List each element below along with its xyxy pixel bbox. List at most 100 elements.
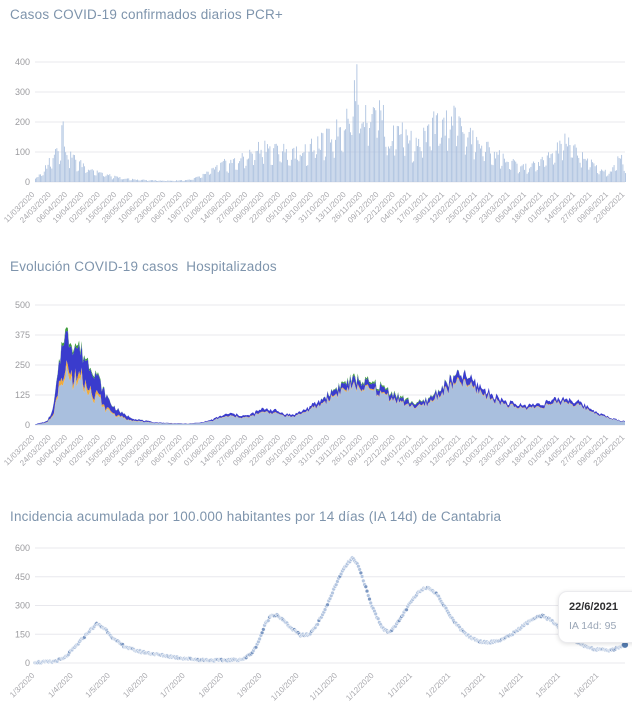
daily-case-bar xyxy=(87,169,89,182)
daily-case-bar xyxy=(134,179,136,182)
daily-case-bar xyxy=(376,137,378,182)
cumulative-incidence-chart[interactable]: 600 450 300 150 0 1/3/2020 1/4/2020 1/5/2020 1/6… xyxy=(0,530,632,720)
daily-case-bar xyxy=(622,164,624,182)
daily-case-bar xyxy=(424,130,426,182)
daily-case-bar xyxy=(119,177,121,182)
daily-case-bar xyxy=(390,146,392,182)
daily-case-bar xyxy=(74,155,75,182)
daily-case-bar xyxy=(389,148,391,182)
daily-case-bar xyxy=(362,122,364,182)
daily-case-bar xyxy=(239,161,241,182)
daily-case-bar xyxy=(306,165,307,182)
daily-case-bar xyxy=(47,164,49,182)
daily-case-bar xyxy=(439,143,441,182)
daily-case-bar xyxy=(35,178,36,182)
daily-case-bar xyxy=(488,147,490,182)
y-axis-tick-label: 400 xyxy=(15,57,30,67)
daily-case-bar xyxy=(67,159,69,182)
daily-case-bar xyxy=(167,180,169,182)
daily-case-bar xyxy=(98,172,99,182)
incidence-dot xyxy=(361,578,366,583)
daily-case-bar xyxy=(326,128,328,182)
hospitalized-evolution-chart[interactable]: 500375250125011/03/202024/03/202006/04/2… xyxy=(0,285,632,497)
daily-case-bar xyxy=(297,159,299,182)
daily-case-bar xyxy=(149,180,151,182)
daily-case-bar xyxy=(509,169,510,182)
tooltip-value: IA 14d: 95 xyxy=(569,620,617,632)
daily-case-bar xyxy=(573,145,575,182)
daily-case-bar xyxy=(357,104,359,182)
x-axis-tick-label: 1/6/2021 xyxy=(572,671,601,700)
daily-case-bar xyxy=(549,157,551,182)
daily-case-bar xyxy=(304,144,306,182)
daily-case-bar xyxy=(282,151,283,182)
latest-incidence-dot[interactable] xyxy=(621,641,629,648)
incidence-dot xyxy=(366,593,371,598)
daily-case-bar xyxy=(367,145,369,182)
daily-case-bar xyxy=(105,175,107,182)
daily-case-bar xyxy=(589,167,591,182)
daily-case-bar xyxy=(177,180,179,182)
daily-case-bar xyxy=(224,158,225,182)
daily-case-bar xyxy=(477,140,479,182)
daily-case-bar xyxy=(81,167,83,182)
daily-case-bar xyxy=(64,146,65,182)
daily-case-bar xyxy=(361,123,363,182)
daily-case-bar xyxy=(365,105,367,182)
daily-case-bar xyxy=(588,169,590,182)
daily-case-bar xyxy=(506,161,508,182)
daily-case-bar xyxy=(483,161,485,182)
daily-case-bar xyxy=(347,118,349,182)
daily-case-bar xyxy=(364,127,365,182)
daily-case-bar xyxy=(108,175,109,182)
daily-case-bar xyxy=(519,171,520,182)
daily-case-bar xyxy=(577,155,578,182)
daily-case-bar xyxy=(530,166,532,182)
x-axis-tick-label: 1/6/2020 xyxy=(121,671,150,700)
daily-case-bar xyxy=(127,178,128,182)
daily-case-bar xyxy=(380,110,382,182)
daily-pcr-cases-chart[interactable]: 400300200100011/03/202024/03/202006/04/2… xyxy=(0,40,632,252)
daily-case-bar xyxy=(182,181,184,182)
daily-case-bar xyxy=(593,163,595,182)
daily-case-bar xyxy=(375,110,377,182)
daily-case-bar xyxy=(587,158,589,182)
daily-case-bar xyxy=(192,179,194,182)
daily-case-bar xyxy=(139,180,141,182)
daily-case-bar xyxy=(532,161,534,182)
daily-case-bar xyxy=(396,125,398,182)
daily-case-bar xyxy=(491,164,493,182)
daily-case-bar xyxy=(579,162,581,182)
daily-case-bar xyxy=(381,120,383,182)
daily-case-bar xyxy=(529,168,531,182)
daily-case-bar xyxy=(454,107,456,182)
daily-case-bar xyxy=(219,170,220,182)
daily-case-bar xyxy=(603,171,605,182)
daily-case-bar xyxy=(374,108,375,182)
daily-case-bar xyxy=(511,160,513,182)
daily-case-bar xyxy=(195,177,196,182)
incidence-dot xyxy=(330,590,335,596)
daily-case-bar xyxy=(253,165,254,182)
daily-case-bar xyxy=(459,117,461,182)
daily-case-bar xyxy=(196,176,198,182)
daily-case-bar xyxy=(598,174,600,182)
daily-case-bar xyxy=(56,148,58,182)
daily-case-bar xyxy=(607,175,609,182)
x-axis-tick-label: 1/5/2021 xyxy=(534,671,563,700)
incidence-dot xyxy=(375,616,381,621)
daily-case-bar xyxy=(158,180,160,182)
daily-case-bar xyxy=(462,132,464,182)
daily-case-bar xyxy=(371,114,373,182)
daily-case-bar xyxy=(520,166,522,182)
daily-case-bar xyxy=(617,156,619,182)
daily-case-bar xyxy=(164,181,166,182)
daily-case-bar xyxy=(197,176,199,182)
daily-case-bar xyxy=(137,179,138,182)
y-axis-tick-label: 0 xyxy=(25,177,30,187)
y-axis-tick-label: 250 xyxy=(15,360,30,370)
daily-case-bar xyxy=(43,171,45,182)
daily-case-bar xyxy=(428,124,430,182)
daily-case-bar xyxy=(379,100,381,182)
